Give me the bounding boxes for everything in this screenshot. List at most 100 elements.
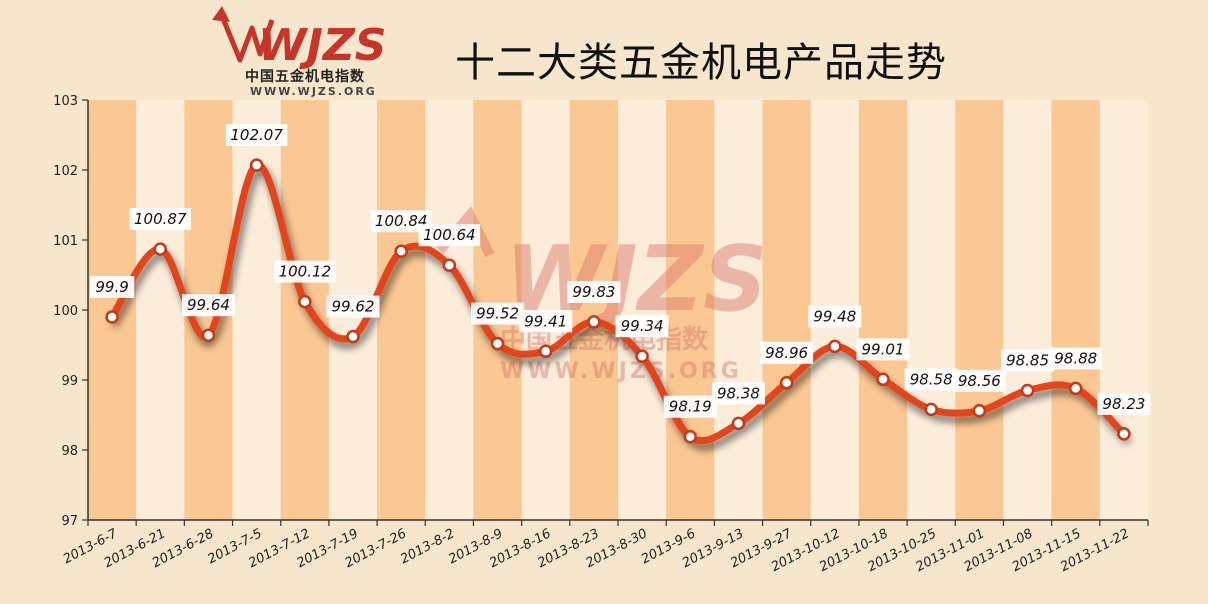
y-tick-label: 100 — [53, 304, 78, 319]
data-point — [876, 372, 890, 387]
data-label: 99.01 — [862, 340, 905, 358]
data-point — [490, 336, 505, 351]
chart-title: 十二大类五金机电产品走势 — [455, 40, 947, 86]
data-label-box — [760, 341, 814, 364]
plot-band — [714, 100, 763, 520]
plot-band — [666, 100, 715, 520]
data-point — [1117, 427, 1131, 441]
data-label-box — [1097, 392, 1151, 415]
data-point — [587, 315, 601, 329]
data-point — [105, 310, 119, 324]
data-label: 100.84 — [375, 212, 428, 230]
data-point — [683, 429, 698, 444]
data-point — [924, 402, 938, 417]
data-label: 98.85 — [1006, 352, 1049, 370]
data-point — [346, 329, 360, 344]
data-label-box — [89, 276, 135, 298]
data-point — [635, 349, 649, 363]
data-label-box — [952, 369, 1006, 392]
data-point — [1068, 381, 1083, 396]
plot-band — [1051, 100, 1100, 520]
data-label-box — [370, 210, 432, 233]
data-point — [828, 339, 842, 354]
data-label: 98.58 — [910, 370, 953, 388]
data-label: 98.19 — [669, 398, 712, 416]
plot-band — [618, 100, 667, 520]
plot-band — [858, 100, 908, 520]
data-label: 98.38 — [717, 384, 760, 402]
plot-band — [762, 100, 811, 520]
data-point — [972, 404, 987, 418]
plot-band — [280, 100, 329, 520]
data-label-box — [904, 368, 958, 391]
y-tick-label: 98 — [61, 444, 78, 459]
data-label-box — [519, 310, 573, 333]
data-label-box — [567, 280, 621, 303]
data-label-box — [418, 224, 481, 247]
y-tick-label: 103 — [53, 94, 78, 109]
data-label-box — [1049, 347, 1103, 370]
data-label: 99.48 — [813, 307, 856, 325]
data-point — [442, 258, 457, 272]
plot-band — [907, 100, 956, 520]
data-point — [249, 158, 264, 172]
plot-band — [521, 100, 570, 520]
plot-band — [1099, 100, 1148, 520]
logo-url: WWW.WJZS.ORG — [250, 85, 377, 98]
y-tick-label: 101 — [53, 234, 78, 249]
data-label: 99.9 — [95, 278, 128, 296]
y-tick-label: 102 — [53, 164, 78, 179]
wjzs-logo: WJZS — [200, 2, 390, 102]
data-label: 100.64 — [423, 226, 476, 244]
data-point — [201, 328, 216, 342]
data-label-box — [471, 302, 525, 325]
data-label-box — [808, 305, 862, 328]
data-point — [298, 294, 312, 309]
data-label-box — [663, 395, 717, 418]
data-label-box — [181, 294, 235, 317]
data-label: 99.62 — [332, 298, 375, 316]
data-label: 99.34 — [621, 317, 664, 335]
plot-band — [955, 100, 1004, 520]
data-label: 102.07 — [230, 126, 283, 144]
plot-band — [1003, 100, 1052, 520]
data-label: 98.23 — [1102, 395, 1145, 413]
plot-band — [425, 100, 474, 520]
data-label: 100.87 — [134, 210, 187, 228]
data-label: 98.88 — [1054, 349, 1097, 367]
plot-band — [136, 100, 185, 520]
logo-wordmark: WJZS — [258, 20, 387, 71]
data-point — [1020, 383, 1035, 398]
data-label: 99.64 — [187, 296, 230, 314]
data-label: 99.52 — [476, 305, 519, 323]
data-label-box — [225, 124, 288, 147]
logo-mark-icon: WJZS — [212, 6, 387, 71]
data-point — [731, 416, 746, 431]
data-label-box — [129, 208, 192, 231]
data-label: 99.41 — [524, 312, 567, 330]
data-point — [779, 376, 794, 390]
data-label-box — [711, 382, 765, 405]
data-point — [538, 344, 553, 359]
y-tick-label: 99 — [61, 374, 78, 389]
data-label: 98.96 — [765, 344, 808, 362]
data-label-box — [856, 338, 910, 361]
data-label-box — [1001, 349, 1055, 372]
data-point — [394, 244, 408, 258]
data-label-box — [274, 260, 336, 283]
data-label: 99.83 — [572, 283, 615, 301]
data-point — [153, 242, 168, 256]
plot-band — [377, 100, 426, 520]
data-label: 98.56 — [958, 372, 1001, 390]
plot-band — [88, 100, 137, 520]
logo-subtitle: 中国五金机电指数 — [245, 69, 365, 85]
watermark-url: WWW.WJZS.ORG — [500, 359, 742, 384]
data-label-box — [615, 315, 669, 338]
x-tick-label: 2013-8-2 — [398, 526, 457, 567]
plot-band — [569, 100, 618, 520]
data-label: 100.12 — [279, 263, 332, 281]
data-label-box — [326, 295, 380, 318]
y-tick-label: 97 — [61, 514, 78, 529]
